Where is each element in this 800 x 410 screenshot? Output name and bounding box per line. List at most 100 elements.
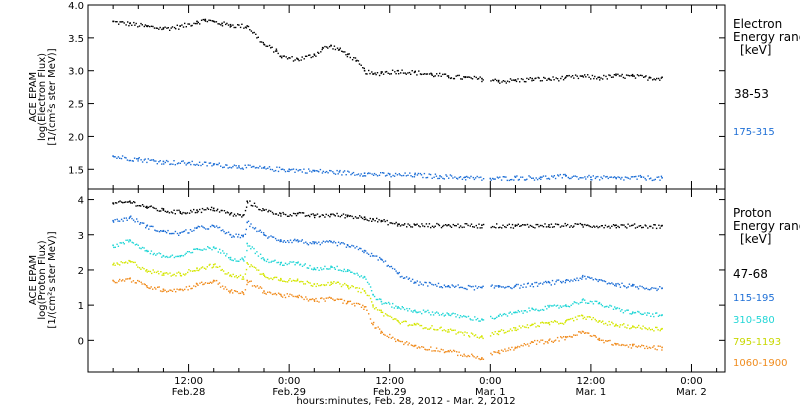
data-point xyxy=(316,170,319,172)
data-point xyxy=(431,325,433,327)
x-tick-time-label: 12:00 xyxy=(375,376,404,387)
data-point xyxy=(618,226,620,229)
data-point xyxy=(227,167,229,169)
data-point xyxy=(145,285,148,287)
data-point xyxy=(309,264,311,267)
data-point xyxy=(543,281,545,284)
x-tick-date-label: Feb.28 xyxy=(172,387,206,398)
data-point xyxy=(255,267,257,269)
data-point xyxy=(592,317,594,319)
data-point xyxy=(497,352,500,354)
data-point xyxy=(500,329,503,331)
series-115-195 xyxy=(112,215,663,292)
data-point xyxy=(129,216,131,218)
data-point xyxy=(473,356,475,358)
data-point xyxy=(138,280,140,283)
data-point xyxy=(131,217,133,220)
data-point xyxy=(125,239,127,241)
data-point xyxy=(227,24,230,26)
data-point xyxy=(464,287,467,290)
data-point xyxy=(118,201,120,203)
data-point xyxy=(508,285,510,288)
data-point xyxy=(381,331,383,334)
data-point xyxy=(187,23,189,25)
data-point xyxy=(212,207,215,210)
data-point xyxy=(658,176,660,178)
data-point xyxy=(517,223,519,225)
data-point xyxy=(264,275,266,278)
data-point xyxy=(141,204,144,206)
data-point xyxy=(470,319,472,321)
data-point xyxy=(214,263,216,265)
data-point xyxy=(413,176,416,178)
data-point xyxy=(494,317,497,320)
data-point xyxy=(574,334,577,336)
data-point xyxy=(424,348,426,350)
data-point xyxy=(209,162,212,164)
data-point xyxy=(597,321,599,323)
data-point xyxy=(352,245,355,247)
data-point xyxy=(473,75,476,78)
data-point xyxy=(472,333,474,335)
data-point xyxy=(190,209,192,212)
data-point xyxy=(304,263,306,265)
data-point xyxy=(416,311,418,314)
data-point xyxy=(407,325,409,327)
data-point xyxy=(626,327,628,329)
data-point xyxy=(589,316,591,318)
data-point xyxy=(161,28,163,31)
data-point xyxy=(446,285,448,288)
data-point xyxy=(297,170,299,172)
data-point xyxy=(244,256,246,258)
data-point xyxy=(437,312,439,314)
data-point xyxy=(173,160,175,162)
data-point xyxy=(219,265,221,268)
data-point xyxy=(280,279,282,281)
data-point xyxy=(147,25,149,27)
data-point xyxy=(650,315,652,317)
data-point xyxy=(560,336,562,338)
data-point xyxy=(571,317,574,320)
data-point xyxy=(248,280,251,283)
data-point xyxy=(265,168,267,170)
data-point xyxy=(212,163,215,165)
data-point xyxy=(478,176,480,179)
data-point xyxy=(511,79,513,81)
data-point xyxy=(208,19,210,21)
data-point xyxy=(401,321,403,323)
data-point xyxy=(543,76,545,79)
data-point xyxy=(504,348,506,350)
data-point xyxy=(544,305,546,308)
data-point xyxy=(448,331,450,333)
data-point xyxy=(579,331,581,333)
data-point xyxy=(131,202,133,204)
data-point xyxy=(545,175,547,177)
data-point xyxy=(445,174,447,176)
data-point xyxy=(123,217,125,219)
data-point xyxy=(404,223,406,225)
data-point xyxy=(372,293,374,296)
data-point xyxy=(470,286,473,288)
data-point xyxy=(570,177,572,180)
data-point xyxy=(141,222,144,224)
data-point xyxy=(452,77,455,80)
data-point xyxy=(275,276,278,279)
data-point xyxy=(112,279,114,282)
data-point xyxy=(246,262,248,264)
data-point xyxy=(418,284,420,286)
data-point xyxy=(129,22,131,25)
data-point xyxy=(421,312,423,315)
data-point xyxy=(363,249,366,252)
data-point xyxy=(474,316,476,318)
data-point xyxy=(466,332,468,334)
data-point xyxy=(243,260,245,262)
data-point xyxy=(116,21,118,23)
data-point xyxy=(205,228,207,230)
data-point xyxy=(387,172,390,175)
data-point xyxy=(328,296,331,298)
data-point xyxy=(655,227,658,230)
data-point xyxy=(169,163,171,166)
data-point xyxy=(615,285,617,287)
data-point xyxy=(249,164,251,166)
data-point xyxy=(114,156,116,158)
